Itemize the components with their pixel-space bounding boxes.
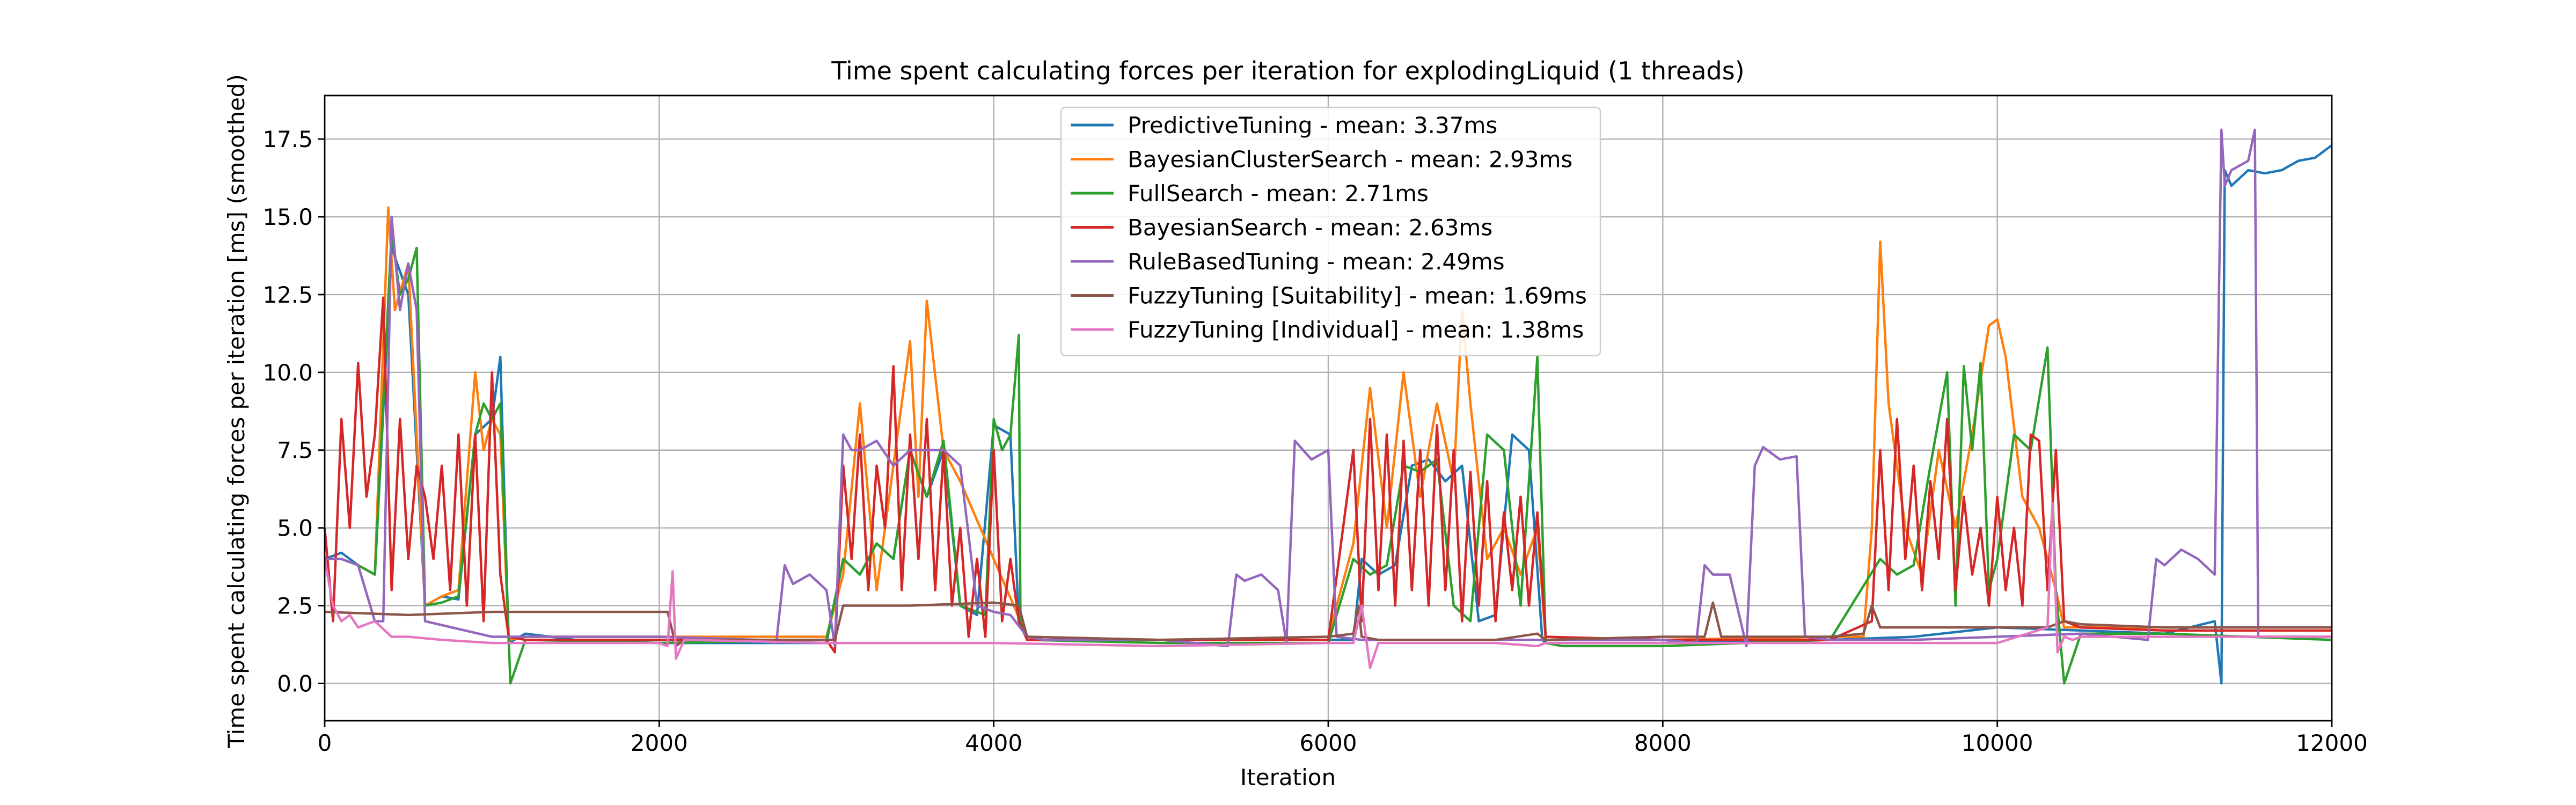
x-tick-label: 4000 (965, 730, 1022, 756)
legend-label-4: BayesianSearch - mean: 2.63ms (1128, 215, 1492, 241)
legend-label-1: PredictiveTuning - mean: 3.37ms (1128, 112, 1497, 138)
legend-label-7: FuzzyTuning [Individual] - mean: 1.38ms (1128, 317, 1584, 343)
y-tick-label: 7.5 (277, 437, 313, 464)
legend-label-6: FuzzyTuning [Suitability] - mean: 1.69ms (1128, 283, 1587, 309)
plot-lines (325, 128, 2332, 685)
legend-label-5: RuleBasedTuning - mean: 2.49ms (1128, 248, 1505, 275)
y-tick-label: 2.5 (277, 593, 313, 619)
x-tick-label: 2000 (631, 730, 688, 756)
x-tick-label: 10000 (1962, 730, 2033, 756)
x-tick-label: 0 (318, 730, 332, 756)
legend-label-3: FullSearch - mean: 2.71ms (1128, 180, 1429, 207)
y-tick-label: 5.0 (277, 515, 313, 541)
x-tick-label: 8000 (1634, 730, 1692, 756)
y-tick-label: 17.5 (262, 126, 313, 152)
series-line-4 (325, 296, 2332, 654)
y-tick-label: 0.0 (277, 670, 313, 697)
series-line-6 (325, 601, 2332, 648)
axes: 0 2000 4000 6000 8000 10000 12000 0.0 2.5 5.0 7.5 1… (262, 94, 2368, 756)
legend: PredictiveTuning - mean: 3.37ms BayesianC… (1060, 106, 1601, 356)
y-tick-label: 12.5 (262, 282, 313, 308)
y-tick-label: 10.0 (262, 360, 313, 386)
series-line-2 (325, 206, 2332, 641)
chart-title: Time spent calculating forces per iterat… (831, 56, 1744, 85)
series-line-3 (325, 231, 2332, 685)
legend-box (1060, 106, 1601, 356)
x-tick-label: 6000 (1300, 730, 1357, 756)
x-axis-label: Iteration (1240, 764, 1336, 791)
legend-label-2: BayesianClusterSearch - mean: 2.93ms (1128, 147, 1572, 173)
y-tick-label: 15.0 (262, 204, 313, 230)
x-tick-label: 12000 (2296, 730, 2368, 756)
y-axis-label: Time spent calculating forces per iterat… (223, 74, 250, 749)
series-line-7 (325, 502, 2332, 669)
